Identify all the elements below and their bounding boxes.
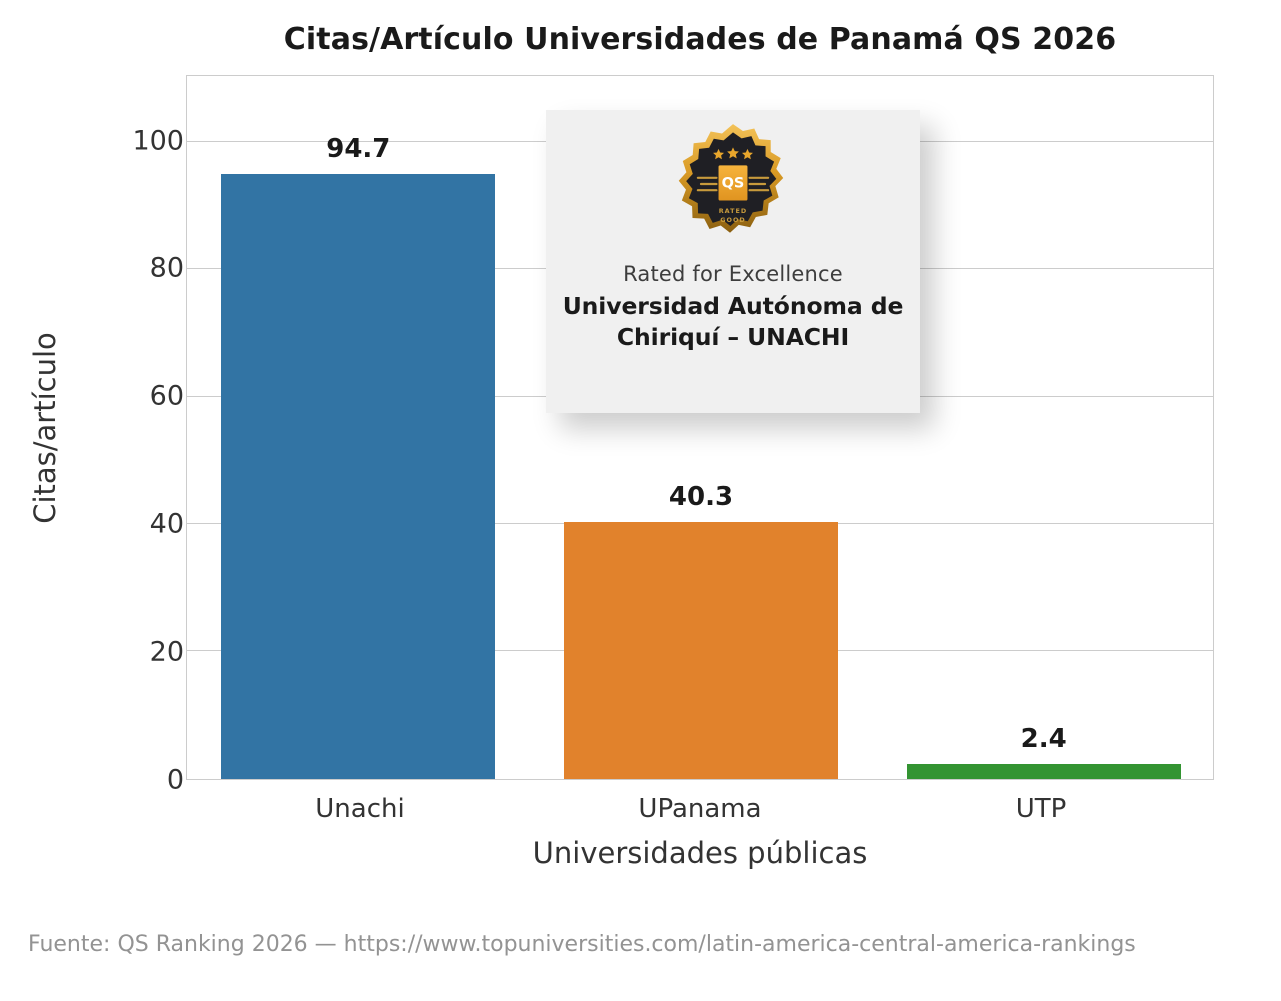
bar-value-upanama: 40.3: [668, 481, 734, 512]
qs-badge-card: QS RATED GOOD Rated for Excellence Unive…: [546, 110, 920, 413]
bars-layer: 94.7 40.3 2.4: [187, 76, 1213, 779]
qs-rated-line: Rated for Excellence: [623, 262, 843, 286]
y-axis-tick-60: 60: [149, 380, 184, 412]
qs-seal-icon: QS RATED GOOD: [678, 124, 784, 233]
qs-university-line-2: Chiriquí – UNACHI: [616, 322, 850, 351]
source-note: Fuente: QS Ranking 2026 — https://www.to…: [28, 932, 1136, 957]
y-axis-tick-80: 80: [149, 252, 184, 284]
qs-logo-square-icon: [718, 165, 748, 201]
qs-seal-caption-bottom: GOOD: [720, 216, 746, 224]
bar-upanama[interactable]: [563, 521, 839, 779]
y-axis-tick-20: 20: [149, 636, 184, 668]
y-axis-tick-0: 0: [166, 764, 184, 796]
qs-seal-caption-top: RATED: [719, 207, 748, 215]
x-axis-label: Universidades públicas: [532, 836, 868, 870]
y-axis-tick-40: 40: [149, 508, 184, 540]
x-axis-tick-upanama: UPanama: [638, 794, 762, 824]
y-axis-label: Citas/artículo: [28, 332, 62, 524]
x-axis-tick-utp: UTP: [1015, 794, 1067, 824]
bar-utp[interactable]: [906, 763, 1181, 779]
bar-value-unachi: 94.7: [326, 134, 391, 165]
qs-university-line-1: Universidad Autónoma de: [562, 292, 904, 320]
chart-title: Citas/Artículo Universidades de Panamá Q…: [283, 22, 1117, 57]
qs-seal-stars-icon: [713, 147, 753, 160]
bar-unachi[interactable]: [221, 174, 496, 779]
qs-seal-dashes-icon: [696, 176, 770, 192]
qs-seal-mark: QS: [722, 176, 745, 192]
y-axis-tick-100: 100: [132, 125, 184, 157]
x-axis-tick-unachi: Unachi: [315, 794, 405, 824]
bar-value-utp: 2.4: [1020, 723, 1067, 754]
